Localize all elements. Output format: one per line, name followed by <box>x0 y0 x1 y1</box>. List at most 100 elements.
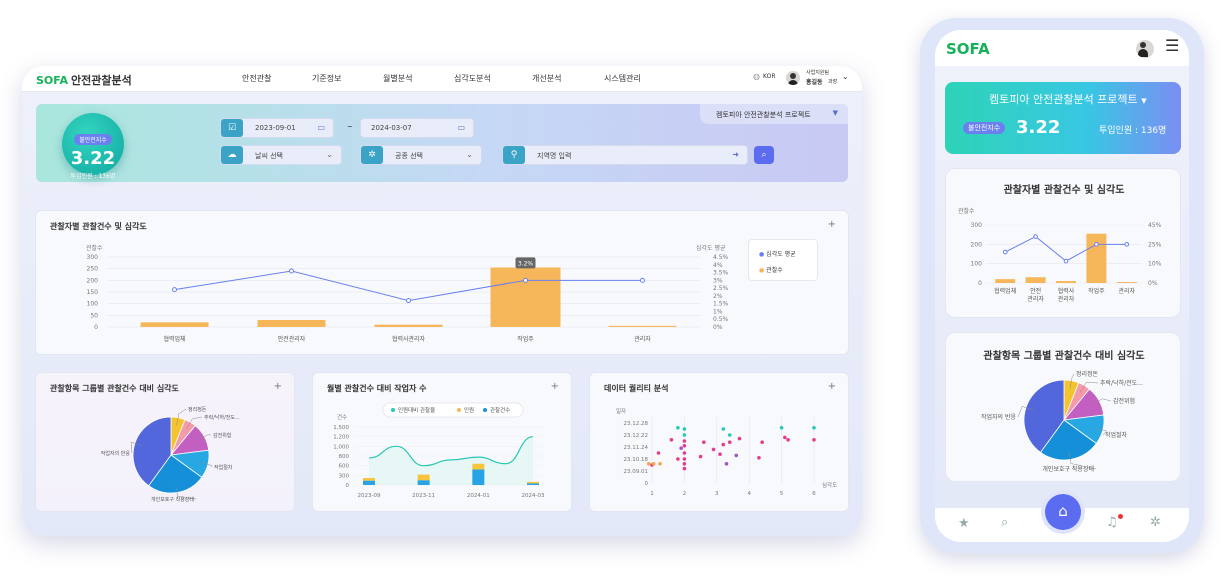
scatter-point <box>812 426 816 430</box>
nav-item[interactable]: 개선분석 <box>532 74 562 83</box>
scatter-point <box>676 426 680 430</box>
user-avatar[interactable] <box>1136 40 1154 58</box>
bell-icon[interactable]: ♫ <box>1106 515 1118 530</box>
star-icon[interactable]: ★ <box>958 516 970 531</box>
pie-leader-line <box>1094 427 1108 436</box>
y2-tick-label: 4.5% <box>713 254 729 261</box>
language-selector[interactable]: KOR <box>763 73 776 80</box>
y-tick-label: 0 <box>645 481 649 487</box>
bar-workers <box>472 463 485 470</box>
pie-leader-line <box>1017 406 1034 418</box>
app-logo[interactable]: SOFA 안전관찰분석 <box>36 74 132 87</box>
pie-label: 추락/낙하/전도... <box>204 414 240 421</box>
left-axis-title: 관찰수 <box>958 208 975 215</box>
y-tick-label: 100 <box>971 261 983 268</box>
y-axis-title: 건수 <box>337 414 347 421</box>
bar-observations <box>417 480 430 485</box>
nav-item[interactable]: 기준정보 <box>312 74 342 83</box>
bar-observations <box>374 324 443 327</box>
y-tick-label: 23.11.24 <box>624 445 649 451</box>
bar-observations <box>363 480 375 485</box>
calendar-check-icon: ☑ <box>221 119 243 137</box>
severity-line <box>174 270 643 302</box>
legend-label: 관찰건수 <box>490 406 510 414</box>
user-rank: 과장 <box>828 79 838 85</box>
bar-observations <box>490 267 561 327</box>
scatter-point <box>721 427 726 431</box>
pie-label: 작업절차 <box>1105 431 1128 439</box>
y2-tick-label: 3.5% <box>713 270 729 277</box>
x-tick-label: 협력업체 <box>163 335 185 343</box>
home-button[interactable]: ⌂ <box>1045 494 1081 530</box>
mobile-logo[interactable]: SOFA <box>946 40 990 58</box>
mobile-screen: SOFA ☰ 켐토피아 안전관찰분석 프로젝트 ▼ 불안전지수 3.22 투입인… <box>935 30 1189 542</box>
date-from-field[interactable]: ☑ 2023-09-01 ▭ <box>220 118 334 138</box>
legend-label: 인원 <box>464 406 474 414</box>
legend-item[interactable]: ● 심각도 평균 <box>759 251 796 258</box>
pie-leader-line <box>1091 398 1112 405</box>
legend-item[interactable]: ● 관찰수 <box>759 267 783 274</box>
pie-label: 작업자의 반응 <box>101 450 131 457</box>
severity-line <box>1004 236 1127 262</box>
weather-select[interactable]: ☁ 날씨 선택 ⌄ <box>220 145 342 165</box>
y-tick-label: 1,000 <box>333 444 349 450</box>
chevron-down-icon[interactable]: ⌄ <box>842 72 849 81</box>
left-axis-title: 관찰수 <box>86 245 103 252</box>
nav-item[interactable]: 시스템관리 <box>604 74 641 83</box>
pie-leader-line <box>197 434 212 441</box>
pie-label: 정리정돈 <box>188 406 207 413</box>
x-tick-label: 안전 <box>1030 287 1041 295</box>
calendar-icon[interactable]: ▭ <box>457 123 465 132</box>
calendar-icon[interactable]: ▭ <box>317 123 325 132</box>
nav-item[interactable]: 심각도분석 <box>454 74 491 83</box>
x-tick-label: 5 <box>780 491 784 497</box>
nav-item[interactable]: 안전관찰 <box>242 74 272 83</box>
x-tick-label: 2024-03 <box>522 493 545 499</box>
arrow-right-icon[interactable]: ➜ <box>732 150 739 159</box>
project-selector[interactable]: 켐토피아 안전관찰분석 프로젝트 ▼ <box>700 104 848 124</box>
scatter-point <box>718 452 722 456</box>
scatter-point <box>679 446 683 450</box>
pie-leader-line <box>176 408 187 426</box>
mobile-project-selector[interactable]: 켐토피아 안전관찰분석 프로젝트 ▼ <box>989 93 1147 106</box>
plus-icon[interactable]: + <box>550 381 559 392</box>
y-tick-label: 1,200 <box>333 435 349 441</box>
scatter-point <box>727 440 732 444</box>
scatter-point <box>783 435 787 440</box>
hamburger-menu-icon[interactable]: ☰ <box>1165 36 1180 55</box>
plus-icon[interactable]: + <box>827 381 836 392</box>
gear-icon[interactable]: ✲ <box>1150 515 1161 530</box>
scatter-point <box>682 427 687 431</box>
legend-box <box>382 402 524 418</box>
x-tick-label: 작업주 <box>517 335 534 343</box>
search-button[interactable]: ⌕ <box>754 146 774 164</box>
caret-down-icon: ▼ <box>1141 97 1147 105</box>
scatter-point <box>682 451 687 455</box>
user-avatar[interactable] <box>786 71 800 85</box>
bar-observations <box>527 483 539 485</box>
globe-icon[interactable]: ◍ <box>753 72 760 81</box>
rate-area <box>369 436 533 485</box>
y2-tick-label: 10% <box>1148 261 1162 268</box>
unsafe-index-label: 불안전지수 <box>963 122 1006 134</box>
pie-label: 추락/낙하/전도... <box>1100 379 1143 387</box>
card-title: 데이터 퀄리티 분석 <box>604 384 669 393</box>
y2-tick-label: 0.5% <box>713 316 729 323</box>
region-input[interactable]: ⚲ 지역명 입력 ➜ <box>502 145 748 165</box>
y2-tick-label: 45% <box>1148 222 1162 229</box>
plus-icon[interactable]: + <box>273 381 282 392</box>
date-to-field[interactable]: 2024-03-07 ▭ <box>360 118 474 138</box>
nav-item[interactable]: 월별분석 <box>383 74 413 83</box>
pie-leader-line <box>200 462 213 468</box>
process-select[interactable]: ✲ 공종 선택 ⌄ <box>360 145 482 165</box>
search-icon[interactable]: ⌕ <box>1001 515 1009 530</box>
scatter-point <box>760 440 764 444</box>
pie-label: 개인보호구 착용상태 <box>151 496 194 503</box>
y-tick-label: 300 <box>971 222 983 229</box>
y2-tick-label: 0% <box>1148 280 1158 287</box>
y-tick-label: 600 <box>339 464 350 470</box>
plus-icon[interactable]: + <box>827 219 836 230</box>
y-tick-label: 200 <box>87 277 99 284</box>
bar-observations <box>1025 277 1046 283</box>
